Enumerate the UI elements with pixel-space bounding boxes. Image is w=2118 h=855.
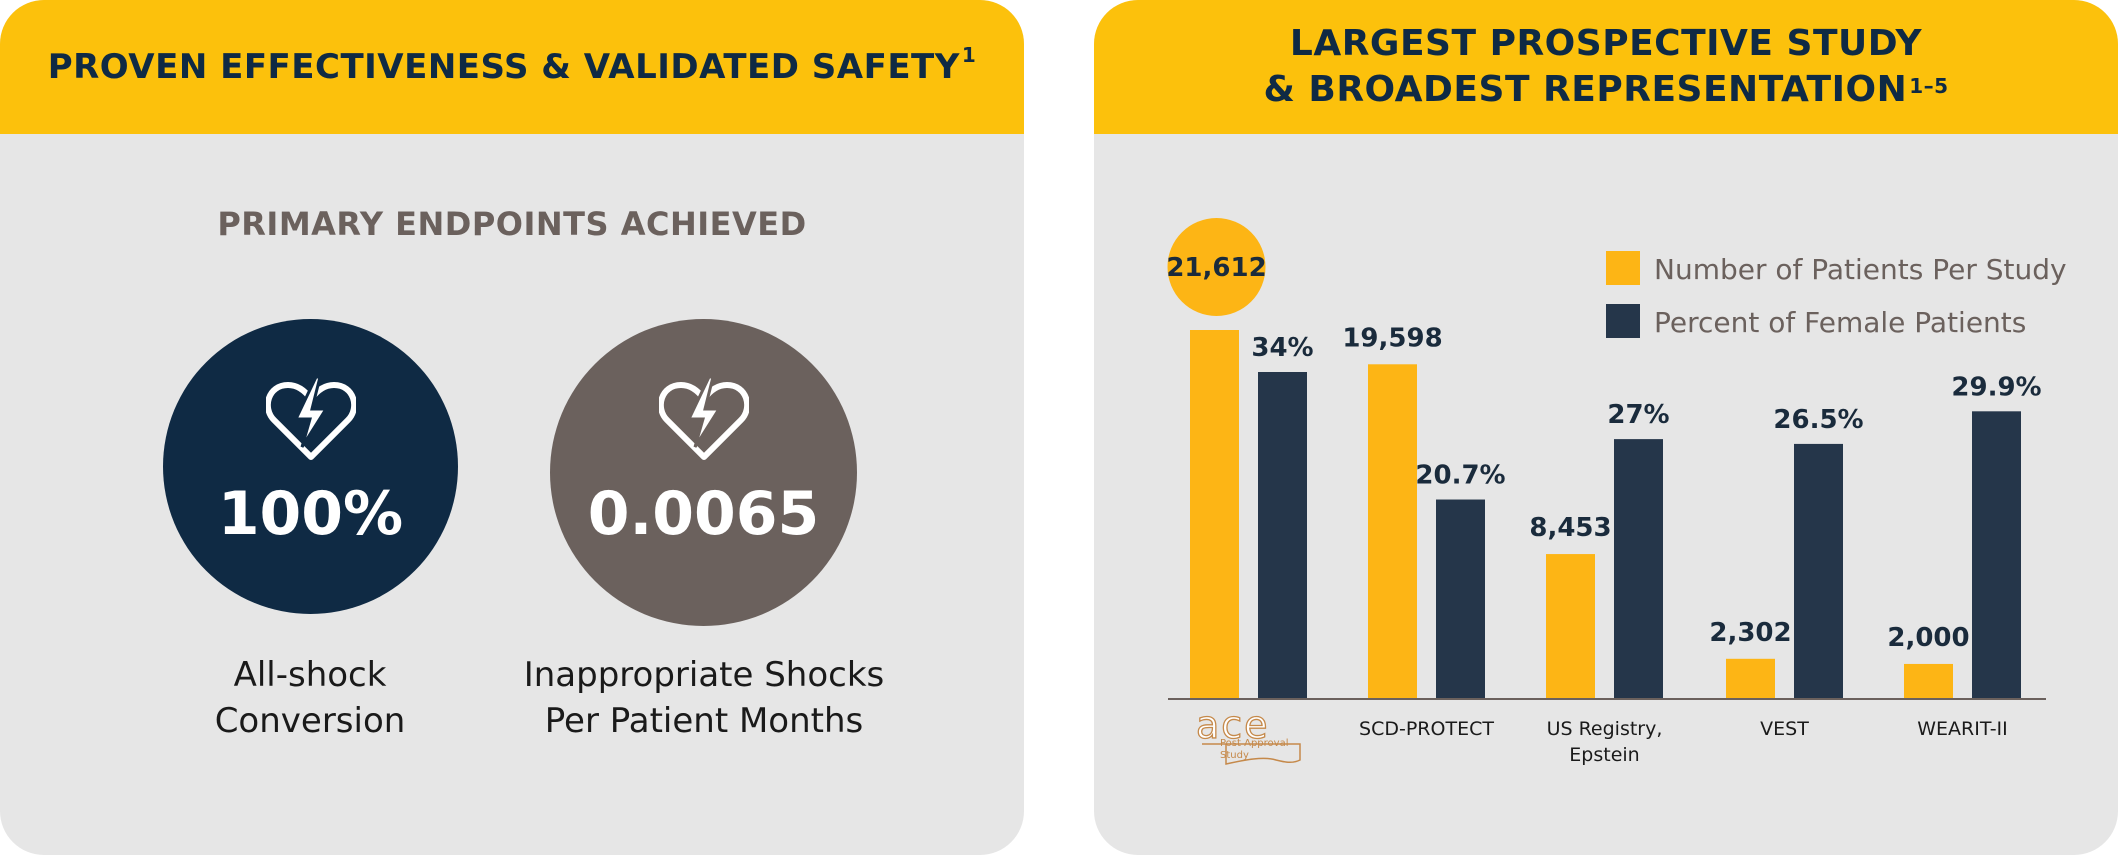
heart-lightning-icon [265,377,356,460]
bar-female-0 [1258,372,1307,698]
bar-label-female-3: 26.5% [1773,405,1863,435]
metric-value-shocks: 0.0065 [587,479,820,549]
bar-label-female-0: 34% [1251,333,1313,363]
bar-label-patients-3: 2,302 [1709,618,1791,648]
effectiveness-panel: PROVEN EFFECTIVENESS & VALIDATED SAFETY 1… [0,0,1024,855]
study-title-ref: 1–5 [1909,74,1949,98]
bar-label-patients-1: 19,598 [1342,323,1442,353]
bar-patients-1 [1368,364,1417,698]
category-label-3: VEST [1760,718,1809,740]
metric-label-shocks: Inappropriate Shocks Per Patient Months [523,655,885,741]
effectiveness-title: PROVEN EFFECTIVENESS & VALIDATED SAFETY 1 [47,43,977,87]
ace-logo-subtext: Study [1220,750,1249,761]
bar-label-female-2: 27% [1607,400,1669,430]
ace-logo-banner [1202,743,1301,765]
endpoints-heading: PRIMARY ENDPOINTS ACHIEVED [217,205,807,243]
bar-female-3 [1794,443,1843,698]
ace-logo-subtext: Post Approval [1220,738,1288,749]
legend-label-0: Number of Patients Per Study [1654,253,2067,286]
study-panel-header: LARGEST PROSPECTIVE STUDY & BROADEST REP… [1094,0,2118,134]
bar-label-patients-2: 8,453 [1529,513,1611,543]
category-label-2: US Registry, [1547,718,1663,740]
study-panel: LARGEST PROSPECTIVE STUDY & BROADEST REP… [1094,0,2118,855]
bar-patients-3 [1726,658,1775,698]
highlight-circle [1167,218,1266,316]
legend-swatch-0 [1606,251,1640,285]
category-label-4: WEARIT-II [1917,718,2008,740]
legend-swatch-1 [1606,304,1640,338]
metric-label-conversion: All-shock Conversion [214,655,406,741]
study-bar-chart: 21,612 34% 19,598 20.7% SCD-PROTECT 8,453 27% U… [1166,218,2067,766]
effectiveness-panel-header: PROVEN EFFECTIVENESS & VALIDATED SAFETY 1 [0,0,1024,134]
category-label-1: SCD-PROTECT [1359,718,1494,740]
category-label-2: Epstein [1569,744,1639,766]
ace-logo-text: ace [1196,703,1270,747]
bar-female-2 [1614,439,1663,698]
heart-lightning-icon [658,377,749,460]
bar-label-female-1: 20.7% [1415,461,1505,491]
bar-patients-2 [1546,554,1595,698]
metric-value-conversion: 100% [217,479,404,549]
bar-female-1 [1436,499,1485,698]
study-title: LARGEST PROSPECTIVE STUDY & BROADEST REP… [1263,23,1949,110]
metric-circle-conversion: 100% [163,319,458,614]
metric-circle-shocks: 0.0065 [550,319,857,626]
bar-patients-0 [1190,330,1239,698]
effectiveness-title-ref: 1 [961,43,977,67]
bar-label-patients-0: 21,612 [1166,253,1266,283]
bar-label-patients-4: 2,000 [1887,623,1969,653]
bar-label-female-4: 29.9% [1951,372,2041,402]
legend-label-1: Percent of Female Patients [1654,306,2026,339]
bar-patients-4 [1904,663,1953,698]
bar-female-4 [1972,411,2021,698]
